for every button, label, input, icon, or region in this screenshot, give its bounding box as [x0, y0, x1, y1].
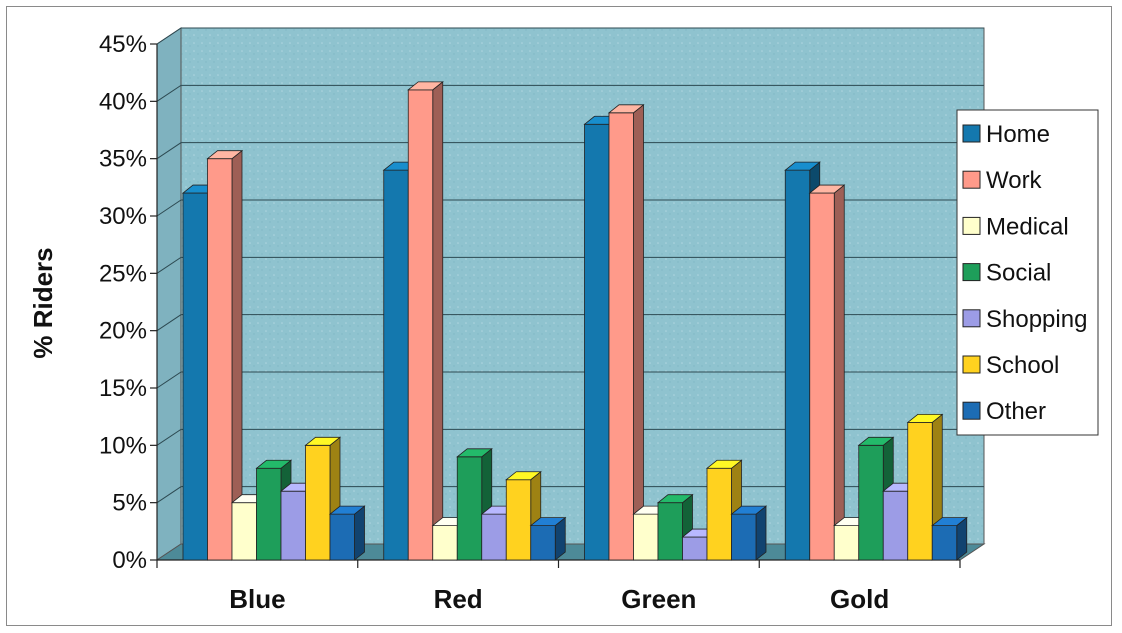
bar-work-green — [607, 103, 645, 561]
y-tick-label: 45% — [99, 31, 147, 58]
bar-other-blue — [328, 505, 366, 561]
gridline — [156, 371, 984, 389]
y-tick-label: 35% — [99, 146, 147, 173]
side-wall — [156, 27, 182, 561]
x-tick-label: Gold — [830, 584, 889, 614]
legend-label: Shopping — [986, 306, 1087, 333]
legend-swatch — [962, 170, 981, 189]
y-tick-label: 30% — [99, 203, 147, 230]
x-tick-label: Blue — [229, 584, 285, 614]
legend-swatch — [962, 124, 981, 143]
legend-swatch — [962, 216, 981, 235]
bar-work-red — [407, 81, 444, 561]
legend-label: Other — [986, 398, 1046, 425]
legend-swatch — [962, 263, 981, 282]
y-tick-label: 10% — [99, 432, 147, 459]
y-tick-label: 5% — [112, 490, 147, 517]
y-tick-label: 0% — [112, 547, 147, 574]
x-tick-label: Green — [621, 584, 696, 614]
legend-swatch — [962, 309, 981, 328]
gridline — [156, 27, 984, 45]
bar-school-red — [505, 470, 542, 561]
bar-school-gold — [906, 413, 944, 561]
y-tick-label: 40% — [99, 88, 147, 115]
x-axis: Blue Red Green Gold — [156, 559, 961, 614]
gridline — [156, 256, 984, 274]
bar-other-gold — [931, 516, 968, 561]
legend: Home Work Medical Social Shopping School Other — [956, 109, 1099, 436]
bar-other-green — [730, 505, 768, 561]
y-tick-label: 20% — [99, 318, 147, 345]
legend-label: School — [986, 352, 1059, 379]
bar-school-green — [705, 459, 743, 561]
y-tick-label: 15% — [99, 375, 147, 402]
legend-swatch — [962, 355, 981, 374]
plot-walls — [155, 27, 986, 561]
y-axis: 0% 5% 10% 15% 20% 25% 30% 35% 40% 45% — [99, 31, 158, 574]
bar-work-blue — [206, 149, 244, 561]
x-tick-label: Red — [434, 584, 483, 614]
bars — [181, 81, 968, 561]
bar-work-gold — [808, 184, 846, 561]
legend-label: Home — [986, 121, 1050, 148]
gridline — [156, 199, 984, 217]
legend-label: Medical — [986, 213, 1069, 240]
y-axis-label: % Riders — [28, 247, 58, 358]
y-tick-label: 25% — [99, 260, 147, 287]
legend-label: Social — [986, 260, 1051, 287]
bar-other-red — [529, 516, 567, 561]
legend-label: Work — [986, 167, 1043, 194]
gridlines — [156, 27, 984, 504]
legend-swatch — [962, 401, 981, 420]
gridline — [156, 428, 984, 446]
gridline — [156, 314, 984, 332]
bar-social-green — [656, 493, 694, 561]
gridline — [156, 84, 984, 102]
gridline — [156, 142, 984, 160]
